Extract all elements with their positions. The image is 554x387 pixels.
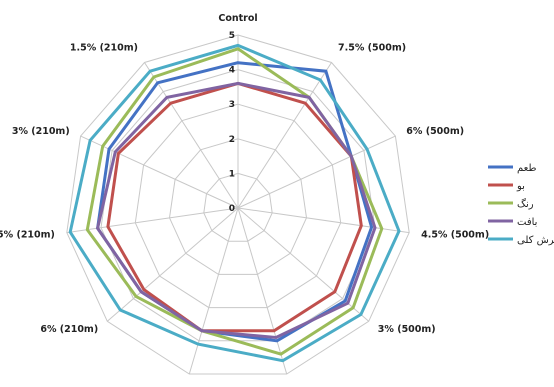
tick-label: 3 <box>229 100 235 110</box>
grid-spoke <box>188 207 239 375</box>
series-line-1 <box>96 61 374 343</box>
grid-ring <box>134 103 342 309</box>
tick-label: 4 <box>229 66 235 76</box>
grid-spoke <box>237 207 288 375</box>
grid-spoke <box>237 62 332 209</box>
category-label: 3% (500m) <box>378 324 436 335</box>
series-line-4 <box>95 81 377 340</box>
series-line-5 <box>68 43 401 363</box>
category-label: 4.5% (500m) <box>421 229 489 240</box>
radar-series <box>68 43 401 363</box>
grid-spoke <box>106 207 239 322</box>
legend-label-2: بو <box>516 181 525 192</box>
legend-label-3: رنگ <box>517 198 534 210</box>
radial-ticks: 0 1 2 3 4 5 <box>229 31 235 214</box>
category-label: 3% (210m) <box>12 126 70 137</box>
tick-label: 5 <box>229 31 235 41</box>
tick-label: 0 <box>229 204 235 214</box>
legend-label-1: طعم <box>517 163 536 174</box>
tick-label: 1 <box>229 169 235 179</box>
tick-label: 2 <box>229 135 235 145</box>
grid-spoke <box>144 62 239 209</box>
category-label: Control <box>218 13 257 24</box>
grid-spoke <box>66 207 239 234</box>
grid-spoke <box>237 207 410 234</box>
radar-grid <box>66 34 410 375</box>
legend-label-4: بافت <box>517 217 537 228</box>
category-label: 7.5% (500m) <box>338 42 406 53</box>
grid-ring <box>168 138 308 275</box>
category-label: 4.5% (210m) <box>0 229 55 240</box>
grid-ring <box>66 34 410 375</box>
category-label: 6% (500m) <box>406 126 464 137</box>
legend-label-5: پذیرش کلی <box>517 235 554 246</box>
grid-ring <box>203 172 273 242</box>
legend: طعم بو رنگ بافت پذیرش کلی <box>488 163 554 246</box>
grid-spoke <box>237 135 396 209</box>
category-label: 6% (210m) <box>40 324 98 335</box>
grid-spoke <box>80 135 239 209</box>
category-label: 1.5% (210m) <box>70 42 138 53</box>
